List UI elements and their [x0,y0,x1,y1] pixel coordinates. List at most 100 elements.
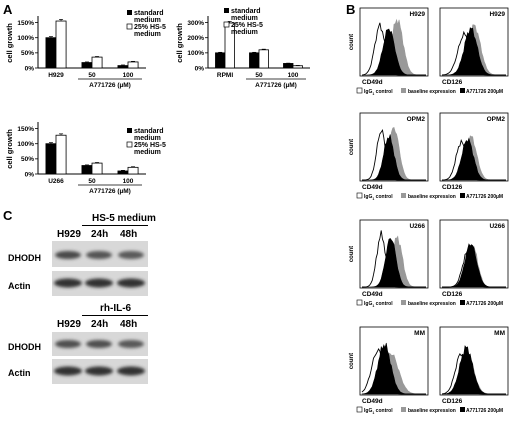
x-tick-label: 50 [255,72,263,79]
legend-label: standard [134,128,164,135]
wb-lane-label: 48h [120,319,138,330]
legend-swatch-hs5 [126,141,133,148]
bar-chart-3: 0% 50% 100% 150%cell growth U266 50 100 A771726… [5,122,166,195]
bar-standard [45,143,57,175]
bar-standard [117,170,129,175]
x-tick-label: 50 [88,72,96,79]
y-axis-label: count [349,139,355,155]
panel-label-c: C [3,208,13,223]
y-axis-label: cell growth [5,129,14,169]
legend-label-treated: A771726 200µM [466,408,503,414]
legend-label: medium [231,15,258,22]
cell-line-label: OPM2 [487,116,506,123]
y-tick-label: 200% [187,35,204,42]
legend-label: medium [231,29,258,36]
histogram-cd49d: H929 CD49d count [349,7,429,86]
bar-hs5 [127,166,139,175]
igg-control-histogram [442,249,506,288]
histogram-cd126: H929 CD126 [439,7,509,86]
bar-standard [81,165,93,175]
flow-row-u266: U266 CD49d count U266 CD126 IgG1 control basel… [349,219,509,308]
bar-hs5 [258,49,269,69]
y-tick-label: 0% [195,65,205,72]
legend-swatch-standard [127,10,132,15]
legend-swatch-treated [460,88,465,93]
legend-label-treated: A771726 200µM [466,89,503,95]
legend-label-igg: IgG1 control [364,408,393,415]
legend-label-treated: A771726 200µM [466,194,503,200]
y-tick-label: 150% [17,126,34,133]
igg-control-histogram [361,348,426,395]
cell-line-label: U266 [409,223,425,230]
wb-lane-label: 24h [91,319,109,330]
bar-standard [45,37,57,69]
x-tick-label: 50 [88,178,96,185]
legend-label: medium [134,17,161,24]
bar-hs5 [55,134,67,175]
legend-swatch-igg [356,192,363,199]
x-axis-label: CD126 [442,184,463,191]
legend-swatch-igg [356,87,363,94]
x-group-label: A771726 (µM) [255,82,297,89]
legend-swatch-standard [224,8,229,13]
flow-legend: IgG1 control baseline expression A771726 2… [356,192,503,201]
flow-row-h929: H929 CD49d count H929 CD126 IgG1 control basel… [349,7,509,96]
wb-lane-label: 24h [91,229,109,240]
x-group-label: A771726 (µM) [89,188,131,195]
wb-header-hs5: HS-5 medium [92,213,156,224]
legend-swatch-igg [356,299,363,306]
flow-legend: IgG1 control baseline expression A771726 2… [356,299,503,308]
y-axis-label: count [349,246,355,262]
flow-legend: IgG1 control baseline expression A771726 2… [356,406,503,415]
igg-control-histogram [441,139,506,181]
legend-swatch-igg [356,406,363,413]
cell-line-label: H929 [409,11,425,18]
flow-row-opm2: OPM2 CD49d count OPM2 CD126 IgG1 control basel… [349,112,509,201]
legend-label-baseline: baseline expression [408,194,456,200]
legend-swatch-treated [460,407,465,412]
igg-control-histogram [361,22,426,76]
bar-standard [215,52,226,69]
bar-chart-1: 0% 50% 100% 150%cell growth H929 50 100 A771726… [5,10,166,89]
wb-blot-bottom [52,332,148,384]
wb-header-il6: rh-IL-6 [100,303,132,314]
histogram-cd126: MM CD126 [439,326,509,405]
panel-label-a: A [3,2,13,17]
bar-hs5 [127,61,139,69]
western-blot-panel: HS-5 medium H929 24h 48h DHODH Actin rh-… [0,208,200,378]
legend-label: 25% HS-5 [231,22,263,29]
bar-hs5 [292,65,303,69]
legend-swatch-baseline [401,300,406,305]
flow-row-mm: MM CD49d count MM CD126 IgG1 control baseline … [349,326,509,415]
igg-control-histogram [362,230,426,288]
bar-hs5 [91,56,103,69]
flow-legend: IgG1 control baseline expression A771726 2… [356,87,503,96]
legend-label: standard [231,8,261,15]
legend-label: medium [134,31,161,38]
x-group-label: A771726 (µM) [89,82,131,89]
histogram-cd126: U266 CD126 [439,219,509,298]
y-axis-label: count [349,34,355,50]
bar-hs5 [55,20,67,69]
x-axis-label: CD126 [442,79,463,86]
legend-label: 25% HS-5 [134,24,166,31]
x-axis-label: CD49d [362,398,383,405]
x-axis-label: CD49d [362,291,383,298]
x-tick-label: 100 [123,72,134,79]
legend-label-baseline: baseline expression [408,408,456,414]
wb-lane-label: 48h [120,229,138,240]
bar-chart-2: 0% 100% 200% 300%cell growth RPMI 50 100 A77172… [175,8,310,89]
legend-label: standard [134,10,164,17]
y-axis-label: cell growth [5,23,14,63]
bar-standard [117,65,129,69]
bar-hs5 [91,162,103,175]
wb-row-label: Actin [8,281,31,291]
legend-label-baseline: baseline expression [408,89,456,95]
bar-standard [283,63,294,69]
igg-control-histogram [362,129,426,181]
flow-cytometry-histograms: H929 CD49d count H929 CD126 IgG1 control basel… [349,7,509,415]
